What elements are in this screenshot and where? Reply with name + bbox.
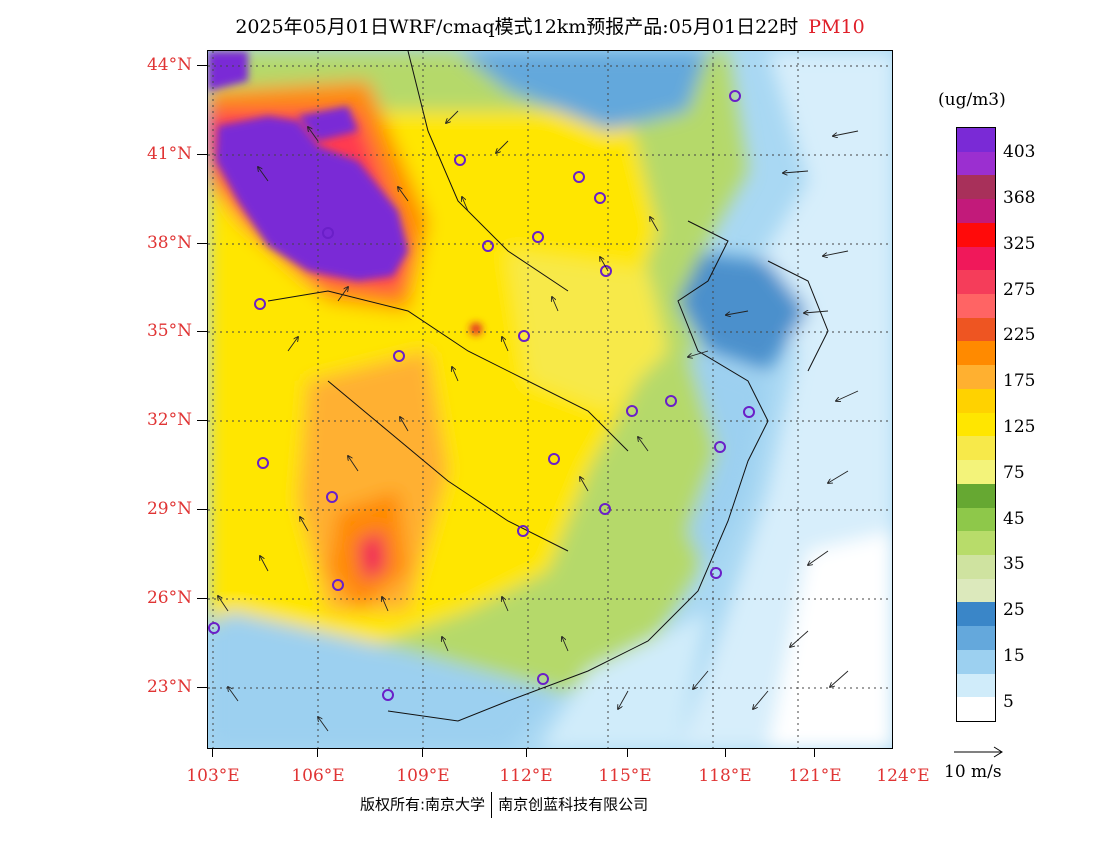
- high-concentration-area: [208, 51, 482, 335]
- lat-tick: [197, 65, 207, 66]
- colorbar-label: 35: [1003, 554, 1025, 574]
- colorbar-label: 403: [1003, 142, 1036, 162]
- concentration-field: [208, 51, 892, 748]
- colorbar-label: 25: [1003, 600, 1025, 620]
- lat-label-29: 29°N: [146, 499, 192, 519]
- colorbar-label: 325: [1003, 234, 1036, 254]
- map-canvas: [208, 51, 892, 748]
- colorbar-segment: [957, 460, 995, 484]
- lon-label-109: 109°E: [396, 766, 450, 786]
- colorbar-segment: [957, 554, 995, 579]
- colorbar-segment: [957, 246, 995, 271]
- forecast-map: [207, 50, 893, 749]
- lon-label-103: 103°E: [186, 766, 240, 786]
- lon-label-112: 112°E: [499, 766, 553, 786]
- lat-tick: [197, 154, 207, 155]
- colorbar-segment: [957, 649, 995, 674]
- lat-tick: [197, 509, 207, 510]
- colorbar-segment: [957, 602, 995, 627]
- map-title: 2025年05月01日WRF/cmaq模式12km预报产品:05月01日22时 P…: [0, 12, 1100, 39]
- colorbar-segment: [957, 531, 995, 555]
- lon-tick: [725, 749, 726, 757]
- colorbar-segment: [957, 507, 995, 532]
- colorbar-segment: [957, 483, 995, 508]
- colorbar-segment: [957, 294, 995, 318]
- colorbar-segment: [957, 365, 995, 389]
- lat-label-26: 26°N: [146, 588, 192, 608]
- wind-reference-arrow: [954, 746, 1003, 758]
- wind-vectors: [218, 110, 859, 732]
- copyright-footer: 版权所有:南京大学 南京创蓝科技有限公司: [360, 792, 648, 818]
- colorbar-segment: [957, 412, 995, 437]
- colorbar-segment: [957, 175, 995, 200]
- title-main: 2025年05月01日WRF/cmaq模式12km预报产品:05月01日22时: [235, 16, 799, 38]
- lat-label-32: 32°N: [146, 410, 192, 430]
- lon-label-118: 118°E: [698, 766, 752, 786]
- colorbar-segment: [957, 151, 995, 176]
- colorbar-segment: [957, 697, 995, 721]
- colorbar-segment: [957, 222, 995, 247]
- lat-tick: [197, 598, 207, 599]
- wind-reference-label: 10 m/s: [944, 762, 1002, 782]
- lat-label-35: 35°N: [146, 321, 192, 341]
- colorbar-label: 5: [1003, 692, 1014, 712]
- colorbar-segment: [957, 199, 995, 223]
- colorbar-label: 175: [1003, 371, 1036, 391]
- colorbar-unit: (ug/m3): [938, 90, 1006, 110]
- lon-tick: [526, 749, 527, 757]
- colorbar-segment: [957, 317, 995, 342]
- colorbar-segment: [957, 270, 995, 295]
- lon-tick: [814, 749, 815, 757]
- colorbar-segment: [957, 578, 995, 603]
- colorbar-segment: [957, 436, 995, 461]
- colorbar-label: 225: [1003, 325, 1036, 345]
- lon-label-121: 121°E: [788, 766, 842, 786]
- colorbar-label: 275: [1003, 280, 1036, 300]
- colorbar-segment: [957, 626, 995, 650]
- lat-label-41: 41°N: [146, 144, 192, 164]
- colorbar-label: 368: [1003, 188, 1036, 208]
- lat-tick: [197, 687, 207, 688]
- footer-separator: [491, 792, 493, 818]
- lon-label-124: 124°E: [876, 766, 930, 786]
- lon-tick: [212, 749, 213, 757]
- city-markers: [208, 90, 755, 701]
- colorbar-segment: [957, 388, 995, 413]
- lon-tick: [627, 749, 628, 757]
- lat-label-44: 44°N: [146, 55, 192, 75]
- colorbar-label: 125: [1003, 417, 1036, 437]
- lat-label-38: 38°N: [146, 233, 192, 253]
- lat-tick: [197, 420, 207, 421]
- colorbar-segment: [957, 673, 995, 698]
- copyright-right: 南京创蓝科技有限公司: [498, 795, 649, 814]
- copyright-left: 版权所有:南京大学: [360, 795, 486, 814]
- pollutant-label: PM10: [808, 16, 865, 38]
- colorbar-label: 15: [1003, 646, 1025, 666]
- colorbar-segment: [957, 341, 995, 366]
- lat-tick: [197, 243, 207, 244]
- colorbar-segment: [957, 128, 995, 152]
- colorbar-label: 45: [1003, 509, 1025, 529]
- colorbar: [956, 127, 996, 722]
- lat-tick: [197, 331, 207, 332]
- lon-tick: [422, 749, 423, 757]
- lat-label-23: 23°N: [146, 677, 192, 697]
- lon-label-106: 106°E: [291, 766, 345, 786]
- lon-label-115: 115°E: [598, 766, 652, 786]
- lon-tick: [317, 749, 318, 757]
- colorbar-label: 75: [1003, 463, 1025, 483]
